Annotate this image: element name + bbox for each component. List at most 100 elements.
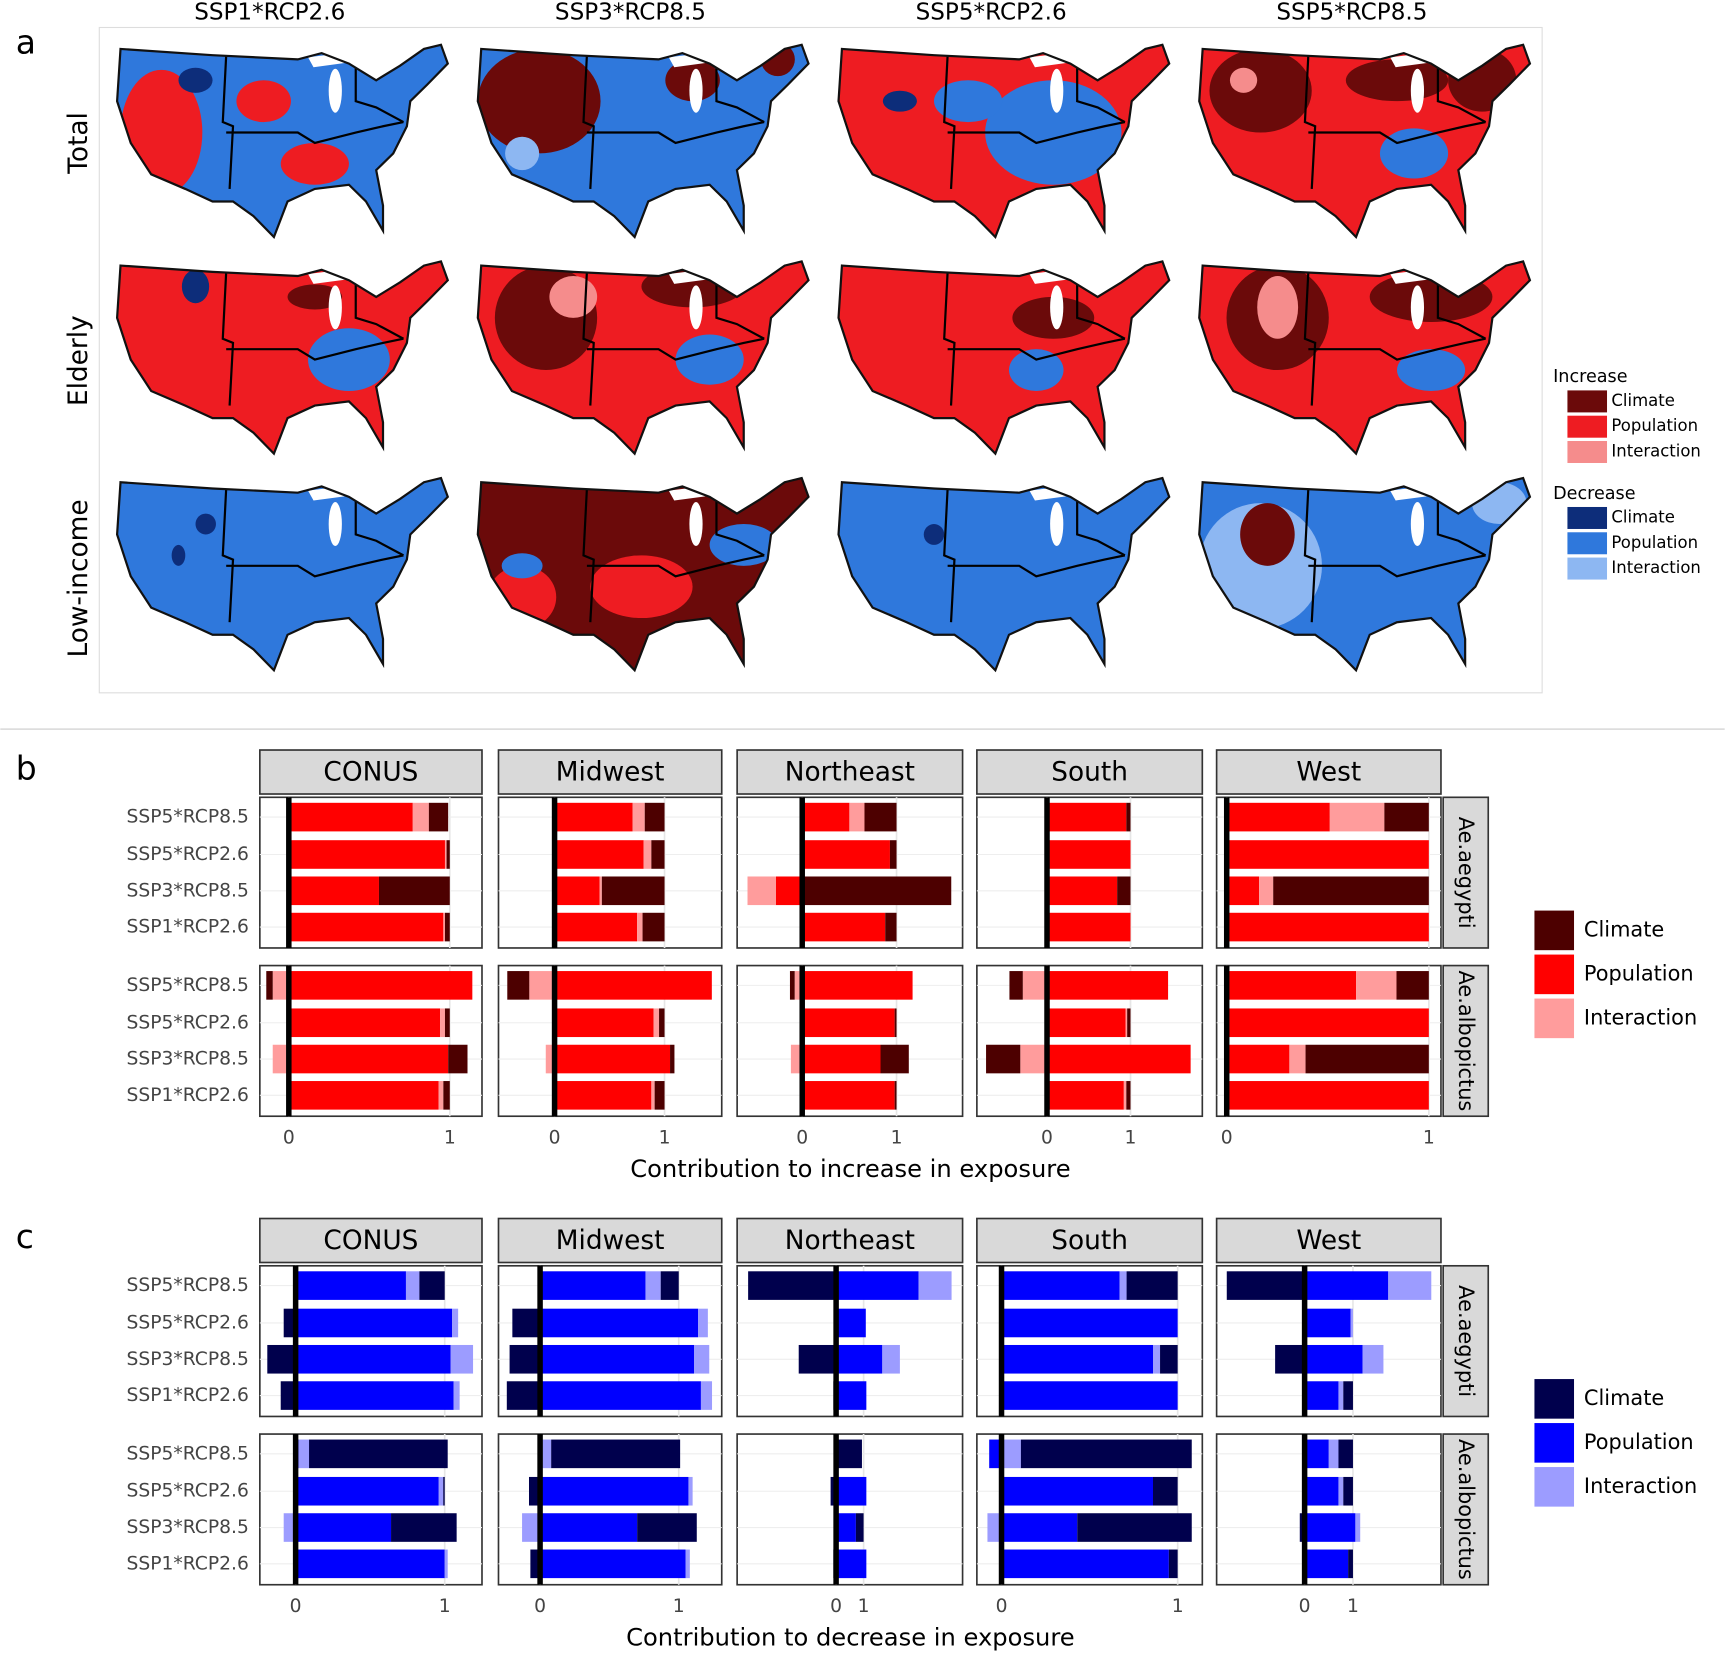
bar-segment: [428, 802, 449, 832]
region-border: [947, 120, 1126, 145]
map-patch: [923, 524, 945, 545]
bar-segment: [889, 840, 897, 869]
facet-strip: [736, 749, 964, 795]
bar-segment: [1289, 1044, 1306, 1074]
bar-segment: [1329, 802, 1385, 832]
bar-segment: [836, 1381, 867, 1410]
facet-strip: [497, 749, 723, 795]
legend-label: Population: [1584, 961, 1694, 985]
bar-segment: [540, 1439, 552, 1469]
bar-segment: [645, 1271, 661, 1300]
bar-segment: [554, 1081, 652, 1110]
region-border: [1303, 271, 1317, 406]
bar-segment: [632, 802, 645, 832]
region-border: [1436, 496, 1487, 557]
bar-segment: [530, 1549, 541, 1579]
lake: [689, 502, 703, 547]
x-tick-label: 1: [673, 1596, 685, 1617]
y-tick-label: SSP5*RCP8.5: [127, 975, 249, 996]
bar-segment: [444, 1008, 450, 1038]
y-tick-label: SSP5*RCP8.5: [127, 807, 249, 828]
bar-segment: [295, 1549, 445, 1579]
bar-segment: [1304, 1344, 1363, 1374]
y-tick-label: SSP5*RCP2.6: [127, 844, 249, 865]
region-border: [715, 496, 765, 557]
bar-segment: [694, 1344, 710, 1374]
bar-segment: [802, 1044, 881, 1074]
bar-segment: [688, 1476, 693, 1506]
map-outline: [1198, 43, 1532, 239]
bar-segment: [748, 1271, 837, 1300]
map-patch: [171, 544, 186, 566]
bar-segment: [1338, 1439, 1353, 1469]
map-patch: [1396, 349, 1466, 391]
x-tick-label: 0: [283, 1128, 295, 1149]
species-strip: [1442, 964, 1490, 1118]
panel-label: a: [16, 22, 36, 61]
facet-strip: [1215, 749, 1442, 795]
map-outline: [1198, 260, 1532, 456]
bar-segment: [443, 1081, 450, 1110]
legend-swatch: [1534, 998, 1575, 1039]
lake: [689, 285, 703, 330]
bar-segment: [1338, 1476, 1344, 1506]
bar-segment: [836, 1308, 866, 1338]
bar-segment: [1077, 1513, 1192, 1542]
bar-segment: [651, 1081, 655, 1110]
map-patch: [985, 80, 1122, 185]
bar-segment: [1304, 1476, 1339, 1506]
bar-segment: [378, 876, 450, 906]
bar-segment: [1047, 1008, 1126, 1038]
bar-segment: [802, 912, 886, 942]
bar-segment: [438, 1081, 444, 1110]
region-border: [1076, 63, 1126, 124]
x-tick-label: 0: [996, 1596, 1008, 1617]
region-border: [586, 337, 765, 361]
lake: [1410, 502, 1425, 547]
map-outline: [1198, 476, 1532, 673]
bar-segment: [1226, 912, 1429, 942]
bar-segment: [545, 1044, 555, 1074]
bar-segment: [1126, 1081, 1131, 1110]
bar-segment: [894, 1081, 897, 1110]
x-axis-label: Contribution to decrease in exposure: [626, 1624, 1075, 1652]
legend-swatch: [1567, 415, 1608, 438]
y-tick-label: SSP5*RCP2.6: [127, 1312, 249, 1333]
bar-segment: [1001, 1271, 1120, 1300]
bar-segment: [1338, 1381, 1344, 1410]
facet-title: Northeast: [785, 1226, 915, 1256]
bar-segment: [540, 1271, 646, 1300]
bar-segment: [448, 1044, 468, 1074]
y-tick-label: SSP3*RCP8.5: [127, 1049, 249, 1070]
bar-segment: [1047, 1081, 1124, 1110]
bar-segment: [288, 840, 445, 869]
bar-segment: [1226, 1271, 1305, 1300]
legend-label: Interaction: [1584, 1005, 1697, 1029]
region-border: [947, 554, 1126, 578]
bar-segment: [789, 971, 795, 1000]
facet-strip: [976, 749, 1204, 795]
x-tick-label: 1: [1423, 1128, 1435, 1149]
map-fill: [117, 261, 448, 454]
legend-label: Climate: [1611, 391, 1674, 410]
bar-segment: [540, 1476, 689, 1506]
bar-segment: [509, 1344, 541, 1374]
y-tick-label: SSP5*RCP8.5: [127, 1275, 249, 1296]
bar-segment: [1047, 971, 1169, 1000]
region-border: [221, 271, 235, 406]
bar-segment: [864, 802, 897, 832]
species-strip: [1442, 1433, 1490, 1586]
bar-segment: [849, 802, 865, 832]
panel-label: b: [16, 748, 37, 787]
bar-segment: [419, 1271, 445, 1300]
bar-segment: [412, 802, 429, 832]
map-patch: [1008, 349, 1064, 391]
bar-segment: [1388, 1271, 1432, 1300]
region-border: [586, 120, 765, 145]
bar-segment: [1022, 971, 1048, 1000]
bar-segment: [1001, 1476, 1154, 1506]
bar-segment: [1001, 1513, 1078, 1542]
map-patch: [933, 80, 1003, 123]
bar-segment: [528, 1476, 541, 1506]
map-patch: [505, 136, 540, 171]
